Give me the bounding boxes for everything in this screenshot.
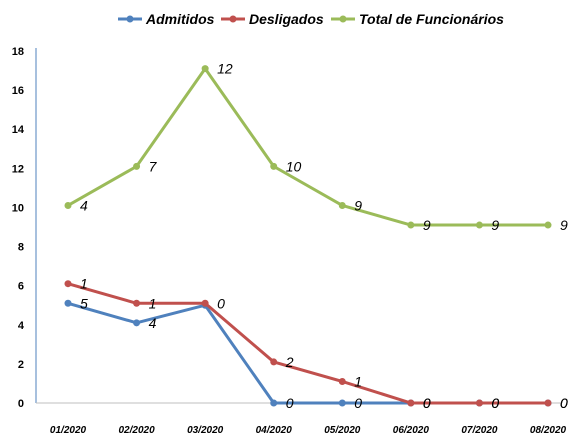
data-point xyxy=(270,358,278,366)
x-tick-label: 05/2020 xyxy=(324,425,361,436)
x-tick-label: 01/2020 xyxy=(50,425,87,436)
data-point xyxy=(133,319,141,327)
data-label: 0 xyxy=(491,395,499,411)
legend-label: Total de Funcionários xyxy=(359,11,504,27)
data-point xyxy=(270,399,278,407)
data-point xyxy=(133,162,141,170)
data-point xyxy=(544,221,552,229)
y-tick-label: 4 xyxy=(18,320,25,332)
data-label: 1 xyxy=(354,373,362,389)
data-label: 9 xyxy=(491,217,499,233)
data-point xyxy=(338,201,346,209)
data-label: 0 xyxy=(286,395,294,411)
data-point xyxy=(544,399,552,407)
data-label: 9 xyxy=(354,197,362,213)
y-tick-label: 18 xyxy=(12,46,24,58)
data-label: 0 xyxy=(560,395,568,411)
data-label: 9 xyxy=(560,217,568,233)
x-tick-label: 08/2020 xyxy=(530,425,567,436)
data-point xyxy=(201,299,209,307)
data-label: 9 xyxy=(423,217,431,233)
y-tick-label: 14 xyxy=(12,124,25,136)
x-tick-label: 03/2020 xyxy=(187,425,224,436)
data-label: 4 xyxy=(149,315,157,331)
data-label: 0 xyxy=(491,395,499,411)
data-label: 7 xyxy=(149,158,158,174)
data-point xyxy=(64,299,72,307)
y-tick-label: 6 xyxy=(18,281,24,293)
legend-label: Desligados xyxy=(249,11,324,27)
legend: Admitidos Desligados Total de Funcionários xyxy=(118,11,504,27)
data-point xyxy=(407,399,415,407)
data-label: 10 xyxy=(286,158,302,174)
y-tick-label: 12 xyxy=(12,163,24,175)
x-tick-label: 04/2020 xyxy=(256,425,293,436)
y-tick-label: 2 xyxy=(18,359,24,371)
data-point xyxy=(270,162,278,170)
data-label: 12 xyxy=(217,61,233,77)
series-line xyxy=(67,301,548,405)
data-point xyxy=(64,201,72,209)
data-point xyxy=(338,377,346,385)
data-label: 0 xyxy=(423,395,431,411)
data-label: 0 xyxy=(217,295,225,311)
y-tick-label: 8 xyxy=(18,242,24,254)
data-label: 1 xyxy=(149,295,157,311)
legend-label: Admitidos xyxy=(145,11,215,27)
data-point xyxy=(475,399,483,407)
y-tick-label: 16 xyxy=(12,85,24,97)
x-tick-label: 02/2020 xyxy=(118,425,155,436)
data-label: 5 xyxy=(80,295,88,311)
data-point xyxy=(133,299,141,307)
legend-swatch-marker xyxy=(126,15,134,23)
data-point xyxy=(407,221,415,229)
data-point xyxy=(64,280,72,288)
series-layer xyxy=(64,65,552,407)
legend-swatch-marker xyxy=(339,15,347,23)
data-label: 2 xyxy=(285,354,294,370)
data-point xyxy=(338,399,346,407)
data-label: 0 xyxy=(354,395,362,411)
data-label: 4 xyxy=(80,197,88,213)
series-line xyxy=(67,282,548,405)
y-tick-label: 10 xyxy=(12,202,24,214)
legend-swatch-marker xyxy=(229,15,237,23)
data-label: 1 xyxy=(80,276,88,292)
x-tick-label: 07/2020 xyxy=(461,425,498,436)
series-line xyxy=(67,67,548,227)
data-label: 0 xyxy=(423,395,431,411)
y-tick-label: 0 xyxy=(18,398,24,410)
x-tick-label: 06/2020 xyxy=(393,425,430,436)
data-label: 0 xyxy=(560,395,568,411)
data-point xyxy=(475,221,483,229)
data-point xyxy=(201,65,209,73)
